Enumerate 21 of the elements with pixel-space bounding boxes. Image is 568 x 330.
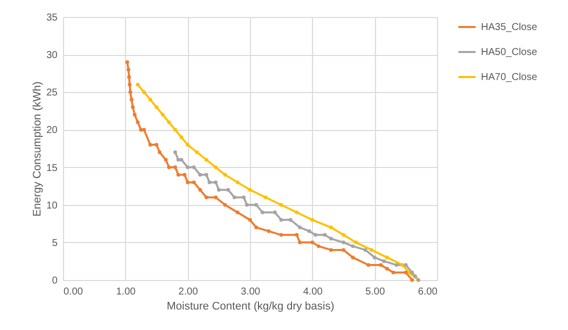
y-tick-label: 20 <box>46 125 58 136</box>
y-axis-title: Energy Consumption (kWh) <box>31 81 44 217</box>
x-tick-label: 2.00 <box>178 286 198 298</box>
x-tick-label: 5.00 <box>365 286 386 298</box>
legend-label: HA35_Close <box>481 22 538 33</box>
x-axis-title: Moisture Content (kg/kg dry basis) <box>166 300 334 312</box>
y-tick-label: 10 <box>46 200 58 212</box>
y-tick-label: 25 <box>46 88 58 99</box>
y-tick-label: 15 <box>46 162 58 174</box>
y-tick-label: 30 <box>46 50 58 62</box>
x-tick-label: 1.00 <box>116 286 136 298</box>
x-tick-label: 0.00 <box>64 286 84 298</box>
y-tick-label: 35 <box>46 12 58 24</box>
legend-label: HA70_Close <box>481 72 538 83</box>
x-tick-label: 4.00 <box>303 286 323 298</box>
y-tick-label: 0 <box>52 276 58 286</box>
x-tick-label: 6.00 <box>418 286 438 298</box>
x-tick-label: 3.00 <box>240 286 261 298</box>
y-tick-label: 5 <box>52 238 58 249</box>
legend-label: HA50_Close <box>481 47 538 58</box>
line-series <box>136 82 420 282</box>
